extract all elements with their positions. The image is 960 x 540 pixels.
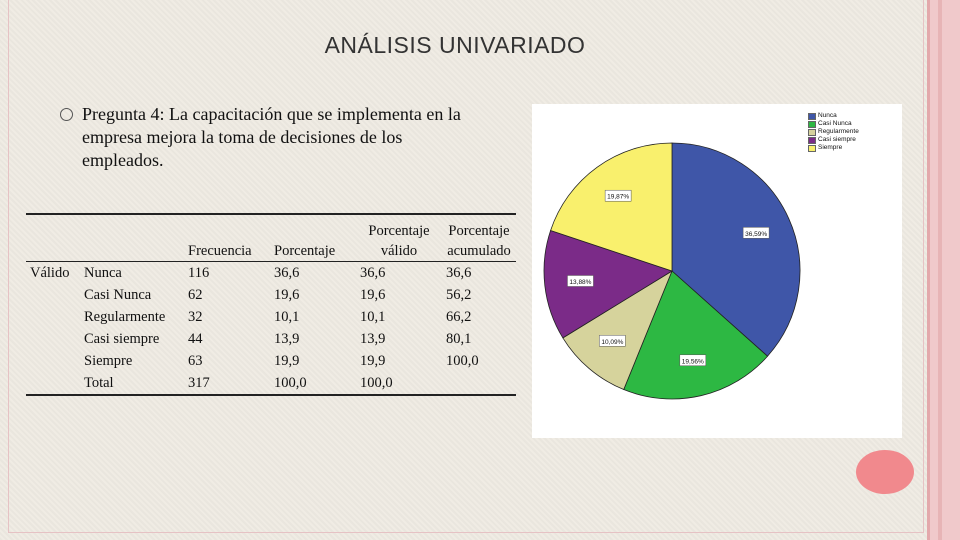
cell-acumulado: 56,2 xyxy=(446,287,472,303)
table-header xyxy=(26,214,80,262)
cell-porcentaje: 13,9 xyxy=(274,331,300,347)
row-label: Siempre xyxy=(84,353,133,369)
cell-porcentaje: 19,6 xyxy=(274,287,300,303)
slice-label: 13,88% xyxy=(567,275,594,287)
pie-slice-siempre xyxy=(550,142,673,272)
legend-swatch xyxy=(808,136,816,144)
legend-item: Siempre xyxy=(808,144,859,152)
cell-porcentaje: 19,9 xyxy=(274,353,300,369)
legend-label: Siempre xyxy=(818,144,843,151)
table-header: Porcentaje acumulado xyxy=(447,223,511,259)
legend-swatch xyxy=(808,144,816,152)
cell-frecuencia: 62 xyxy=(188,287,203,303)
table-header xyxy=(80,214,184,262)
cell-porcentaje: 36,6 xyxy=(274,265,300,281)
table-row: Válido Nunca 116 36,6 36,6 36,6 xyxy=(26,262,516,285)
legend-label: Regularmente xyxy=(818,128,859,135)
cell-frecuencia: 116 xyxy=(188,265,210,281)
chart-legend: Nunca Casi Nunca Regularmente Casi siempre S… xyxy=(808,112,859,152)
pie-slice-nunca xyxy=(671,142,801,357)
legend-label: Nunca xyxy=(818,112,837,119)
cell-porcentaje: 100,0 xyxy=(274,375,307,391)
cell-frecuencia: 317 xyxy=(188,375,210,391)
pie-chart: 36,59% 19,56% 10,09% 13,88% 19,87% xyxy=(543,142,801,400)
svg-text:19,87%: 19,87% xyxy=(607,194,629,201)
cell-acumulado: 100,0 xyxy=(446,353,479,369)
table-header: Porcentaje xyxy=(274,243,336,259)
slide-title: ANÁLISIS UNIVARIADO xyxy=(324,32,586,58)
cell-frecuencia: 63 xyxy=(188,353,203,369)
cell-valido: 19,9 xyxy=(360,353,386,369)
cell-valido: 10,1 xyxy=(360,309,386,325)
svg-text:19,56%: 19,56% xyxy=(682,358,704,365)
row-label: Casi Nunca xyxy=(84,287,152,303)
table-header: Frecuencia xyxy=(188,243,252,259)
legend-swatch xyxy=(808,128,816,136)
svg-text:13,88%: 13,88% xyxy=(569,279,591,286)
legend-label: Casi Nunca xyxy=(818,120,852,127)
table-header: Porcentaje válido xyxy=(368,223,430,259)
bullet-icon xyxy=(60,108,73,121)
row-label: Casi siempre xyxy=(84,331,160,347)
slice-label: 19,87% xyxy=(604,189,632,202)
pie-slice-casi-siempre xyxy=(543,229,673,339)
question-text: Pregunta 4: La capacitación que se imple… xyxy=(82,104,461,170)
cell-acumulado xyxy=(442,372,516,395)
row-label: Regularmente xyxy=(84,309,166,325)
slice-label: 10,09% xyxy=(599,335,626,347)
table-row: Siempre 63 19,9 19,9 100,0 xyxy=(26,350,516,372)
cell-acumulado: 80,1 xyxy=(446,331,472,347)
svg-text:36,59%: 36,59% xyxy=(745,231,767,238)
cell-valido: 19,6 xyxy=(360,287,386,303)
cell-frecuencia: 44 xyxy=(188,331,203,347)
table-header-row: Frecuencia Porcentaje Porcentaje válido … xyxy=(26,214,516,262)
decorative-oval xyxy=(856,450,914,494)
cell-valido: 36,6 xyxy=(360,265,386,281)
group-label: Válido xyxy=(30,265,70,281)
row-label: Nunca xyxy=(84,265,122,281)
cell-acumulado: 36,6 xyxy=(446,265,472,281)
table-row: Casi siempre 44 13,9 13,9 80,1 xyxy=(26,328,516,350)
cell-valido: 13,9 xyxy=(360,331,386,347)
decorative-border xyxy=(927,0,960,540)
legend-swatch xyxy=(808,120,816,128)
table-row: Regularmente 32 10,1 10,1 66,2 xyxy=(26,306,516,328)
slide-frame xyxy=(8,0,924,533)
table-row: Total 317 100,0 100,0 xyxy=(26,372,516,395)
cell-frecuencia: 32 xyxy=(188,309,203,325)
pie-slice-casi-nunca xyxy=(623,270,769,400)
svg-text:10,09%: 10,09% xyxy=(601,339,623,346)
slice-label: 36,59% xyxy=(742,227,770,239)
table-row: Casi Nunca 62 19,6 19,6 56,2 xyxy=(26,284,516,306)
pie-chart-panel: 36,59% 19,56% 10,09% 13,88% 19,87% Nunca Casi… xyxy=(532,104,902,438)
row-label: Total xyxy=(84,375,114,391)
legend-item: Nunca xyxy=(808,112,859,120)
legend-item: Regularmente xyxy=(808,128,859,136)
legend-swatch xyxy=(808,112,816,120)
pie-slice-regularmente xyxy=(562,270,673,391)
cell-valido: 100,0 xyxy=(360,375,393,391)
slice-label: 19,56% xyxy=(679,354,707,367)
cell-porcentaje: 10,1 xyxy=(274,309,300,325)
frequency-table: Frecuencia Porcentaje Porcentaje válido … xyxy=(26,213,516,396)
legend-item: Casi siempre xyxy=(808,136,859,144)
legend-label: Casi siempre xyxy=(818,136,856,143)
legend-item: Casi Nunca xyxy=(808,120,859,128)
cell-acumulado: 66,2 xyxy=(446,309,472,325)
